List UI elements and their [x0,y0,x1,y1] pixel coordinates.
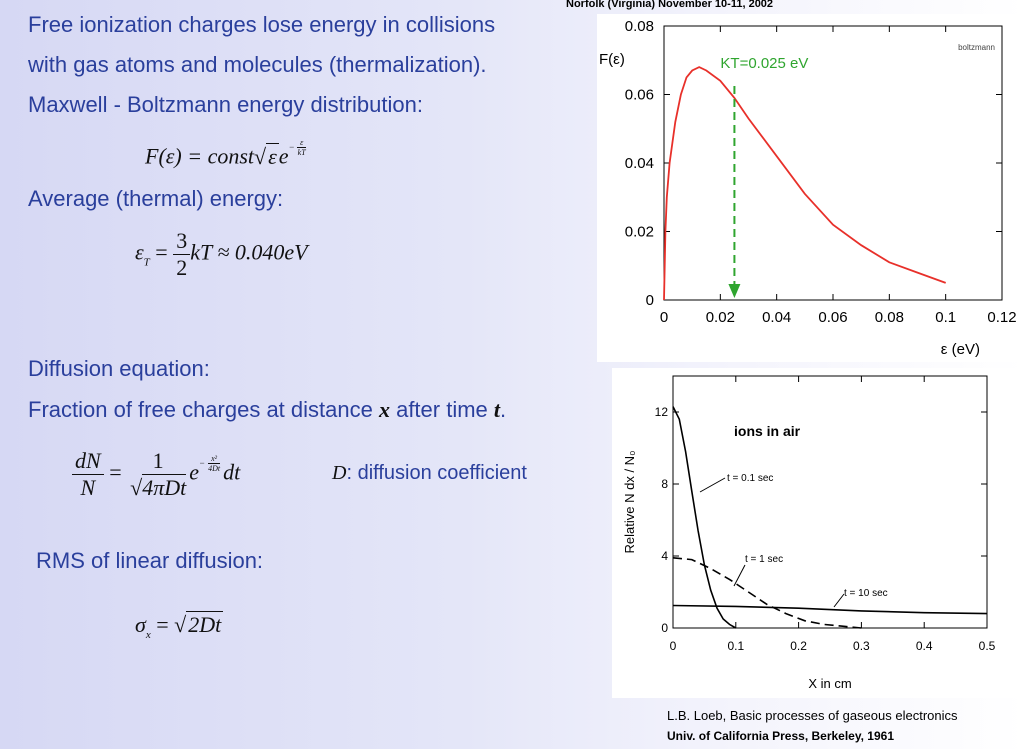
y-axis-label: Relative N dx / N₀ [622,451,637,554]
y-tick-label: 12 [655,405,669,419]
x-axis-label: ε (eV) [941,341,980,358]
text-line-1: Free ionization charges lose energy in c… [28,12,496,37]
y-tick-label: 0.06 [625,87,654,104]
x-tick-label: 0 [660,309,668,326]
x-tick-label: 0.08 [875,309,904,326]
x-tick-label: 0.06 [818,309,847,326]
boltzmann-chart: 0 0.02 0.04 0.06 0.08 0.1 0.12 0 0.02 0.04 0.06 0.0… [599,18,1017,358]
series-label: t = 10 sec [844,588,888,599]
plot-frame [663,25,1003,301]
ions-in-air-chart: 0 0.1 0.2 0.3 0.4 0.5 0 4 8 12 Relative N dx / N₀ X… [622,375,996,691]
x-tick-label: 0.2 [790,639,807,653]
x-tick-label: 0.12 [987,309,1016,326]
series-label: t = 1 sec [745,554,783,565]
boltzmann-curve [663,66,947,301]
rms-equation: σx = √2Dt [135,611,224,641]
x-tick-label: 0.02 [706,309,735,326]
average-energy-label: Average (thermal) energy: [28,186,284,211]
x-tick-label: 0 [670,639,677,653]
boltzmann-chart-panel: 0 0.02 0.04 0.06 0.08 0.1 0.12 0 0.02 0.04 0.06 0.0… [597,14,1024,362]
fraction-text: Fraction of free charges at distance x a… [28,397,507,422]
thermal-energy-equation: εT = 3 2 kT ≈ 0.040eV [135,228,308,280]
reference-line-2: Univ. of California Press, Berkeley, 196… [667,729,894,743]
text-line-3: Maxwell - Boltzmann energy distribution: [28,92,423,117]
y-tick-label: 0 [661,621,668,635]
y-tick-label: 0.08 [625,18,654,35]
diffusion-equation-label: Diffusion equation: [28,356,210,381]
conference-header: Norfolk (Virginia) November 10-11, 2002 [566,0,774,10]
diffusion-equation: dN N = 1 √4πDt e− x² 4Dt dt [72,448,240,501]
chart-title: ions in air [734,423,801,439]
y-tick-label: 0 [646,292,654,309]
y-tick-label: 0.02 [625,224,654,241]
x-tick-label: 0.3 [853,639,870,653]
rms-label: RMS of linear diffusion: [36,548,264,573]
kt-annotation: KT=0.025 eV [720,55,808,72]
x-tick-label: 0.1 [727,639,744,653]
y-tick-label: 0.04 [625,155,654,172]
x-tick-label: 0.1 [935,309,956,326]
x-tick-label: 0.5 [979,639,996,653]
series-curve-1 [672,406,737,629]
series-label-leader [833,593,845,608]
y-tick-label: 8 [661,477,668,491]
y-tick-label: 4 [661,549,668,563]
ions-chart-panel: 0 0.1 0.2 0.3 0.4 0.5 0 4 8 12 Relative N dx / N₀ X… [612,368,1024,698]
plot-frame [672,375,988,629]
series-label-leader [699,477,726,493]
x-axis-label: X in cm [808,676,851,691]
x-tick-label: 0.04 [762,309,791,326]
diffusion-coefficient-note: D: diffusion coefficient [332,462,527,484]
series-label: t = 0.1 sec [727,473,773,484]
series-curve-2 [672,557,862,629]
series-curve-3 [672,604,988,615]
maxwell-boltzmann-equation: F(ε) = const√εe− ε kT [145,138,307,169]
text-line-2: with gas atoms and molecules (thermaliza… [28,52,487,77]
series-label-leader [733,564,746,587]
kt-marker-arrow [728,284,741,298]
chart-tag: boltzmann [958,43,995,52]
x-tick-label: 0.4 [916,639,933,653]
y-axis-label: F(ε) [599,51,625,68]
reference-line-1: L.B. Loeb, Basic processes of gaseous el… [667,708,958,723]
